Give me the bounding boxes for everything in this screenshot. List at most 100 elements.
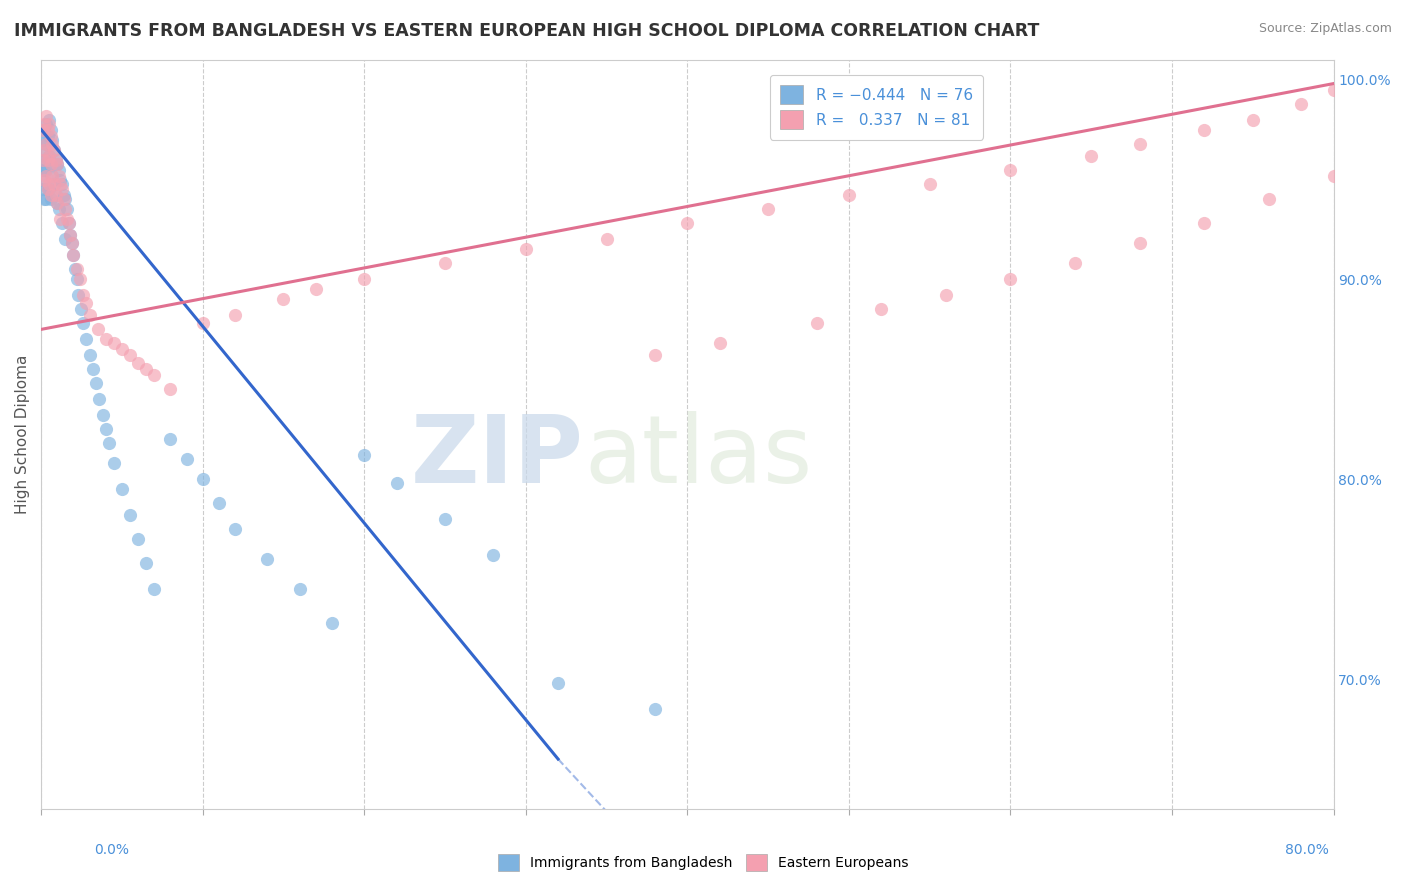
Point <box>39 188 62 202</box>
Point <box>135 362 157 376</box>
Point <box>305 282 328 296</box>
Point <box>62 248 84 262</box>
Point <box>321 616 343 631</box>
Point <box>53 193 76 207</box>
Point <box>59 228 82 243</box>
Point <box>60 236 83 251</box>
Point <box>56 202 79 217</box>
Point <box>224 522 246 536</box>
Point <box>38 182 60 196</box>
Point <box>34 117 56 131</box>
Point <box>870 302 893 317</box>
Point <box>66 272 89 286</box>
Point <box>256 552 278 566</box>
Legend: Immigrants from Bangladesh, Eastern Europeans: Immigrants from Bangladesh, Eastern Euro… <box>491 847 915 878</box>
Point <box>41 136 63 151</box>
Point <box>1080 148 1102 162</box>
Point <box>353 448 375 462</box>
Point <box>31 153 53 167</box>
Point <box>515 243 537 257</box>
Point <box>31 132 53 146</box>
Point <box>208 496 231 510</box>
Point <box>31 172 53 186</box>
Point <box>918 177 941 191</box>
Text: ZIP: ZIP <box>411 411 583 503</box>
Point <box>45 153 67 167</box>
Point <box>644 348 666 362</box>
Point <box>756 202 779 217</box>
Point <box>79 348 101 362</box>
Point <box>46 156 69 170</box>
Point <box>82 362 104 376</box>
Point <box>56 212 79 227</box>
Point <box>34 172 56 186</box>
Point <box>49 212 72 227</box>
Point <box>49 177 72 191</box>
Point <box>806 317 828 331</box>
Point <box>1194 122 1216 136</box>
Point <box>53 232 76 246</box>
Point <box>31 122 53 136</box>
Point <box>79 309 101 323</box>
Point <box>52 188 75 202</box>
Point <box>45 153 67 167</box>
Point <box>53 202 76 217</box>
Point <box>1000 162 1022 177</box>
Point <box>46 156 69 170</box>
Point <box>143 582 166 597</box>
Point <box>176 452 198 467</box>
Point <box>48 169 70 183</box>
Point <box>35 117 58 131</box>
Point <box>63 262 86 277</box>
Point <box>31 182 53 196</box>
Point <box>1000 272 1022 286</box>
Point <box>38 112 60 127</box>
Point <box>547 676 569 690</box>
Point <box>38 177 60 191</box>
Point <box>273 293 295 307</box>
Point <box>39 128 62 143</box>
Point <box>1129 136 1152 151</box>
Point <box>34 143 56 157</box>
Point <box>89 392 111 407</box>
Point <box>191 317 214 331</box>
Legend: R = −0.444   N = 76, R =   0.337   N = 81: R = −0.444 N = 76, R = 0.337 N = 81 <box>769 75 983 139</box>
Point <box>72 317 94 331</box>
Text: IMMIGRANTS FROM BANGLADESH VS EASTERN EUROPEAN HIGH SCHOOL DIPLOMA CORRELATION C: IMMIGRANTS FROM BANGLADESH VS EASTERN EU… <box>14 22 1039 40</box>
Point <box>39 156 62 170</box>
Point <box>127 356 149 370</box>
Point <box>35 136 58 151</box>
Text: atlas: atlas <box>583 411 813 503</box>
Point <box>42 177 65 191</box>
Point <box>433 256 456 270</box>
Point <box>118 348 141 362</box>
Point <box>191 472 214 486</box>
Point <box>41 169 63 183</box>
Point <box>385 476 408 491</box>
Point <box>35 109 58 123</box>
Point <box>103 336 125 351</box>
Point <box>37 153 59 167</box>
Point <box>62 248 84 262</box>
Point <box>644 702 666 716</box>
Point <box>159 382 181 396</box>
Point <box>1241 112 1264 127</box>
Point <box>48 202 70 217</box>
Point <box>67 288 90 302</box>
Text: 0.0%: 0.0% <box>94 843 129 857</box>
Point <box>111 482 134 496</box>
Point <box>224 309 246 323</box>
Point <box>1289 96 1312 111</box>
Point <box>60 236 83 251</box>
Point <box>38 148 60 162</box>
Point <box>34 162 56 177</box>
Point <box>35 136 58 151</box>
Point <box>72 288 94 302</box>
Point <box>94 422 117 436</box>
Point <box>37 182 59 196</box>
Point <box>39 122 62 136</box>
Point <box>118 508 141 523</box>
Point <box>45 188 67 202</box>
Point <box>91 409 114 423</box>
Point <box>595 232 617 246</box>
